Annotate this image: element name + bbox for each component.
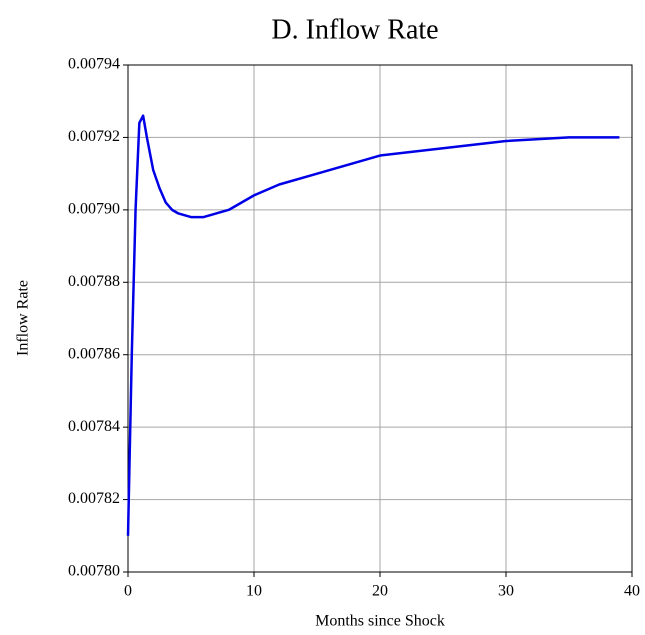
y-tick-label: 0.00790 — [68, 201, 120, 218]
x-tick-label: 20 — [372, 583, 388, 600]
x-axis-label: Months since Shock — [315, 613, 445, 630]
y-tick-label: 0.00784 — [68, 418, 120, 435]
chart-title: D. Inflow Rate — [271, 14, 438, 45]
y-tick-label: 0.00786 — [68, 345, 120, 362]
y-axis-label: Inflow Rate — [15, 280, 32, 356]
y-tick-label: 0.00780 — [68, 563, 120, 580]
x-tick-label: 10 — [246, 583, 262, 600]
x-tick-label: 30 — [498, 583, 514, 600]
y-tick-label: 0.00782 — [68, 490, 120, 507]
y-tick-label: 0.00792 — [68, 128, 120, 145]
x-tick-label: 0 — [124, 583, 132, 600]
x-tick-label: 40 — [624, 583, 640, 600]
y-tick-label: 0.00788 — [68, 273, 120, 290]
plot-frame — [127, 64, 633, 573]
y-tick-label: 0.00794 — [68, 56, 120, 73]
line-series — [126, 114, 620, 536]
